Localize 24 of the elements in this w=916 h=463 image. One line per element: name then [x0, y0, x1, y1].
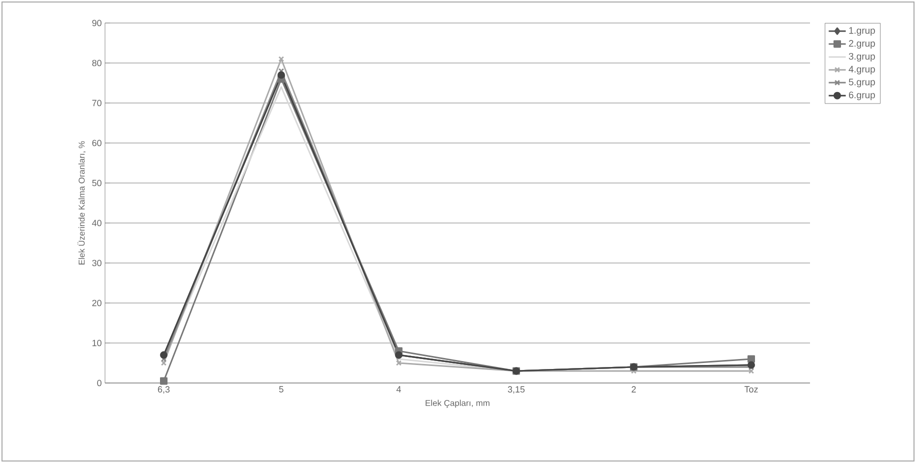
x-tick-label: 4: [396, 386, 401, 392]
y-tick-label: 70: [92, 100, 102, 106]
y-tick-label: 80: [92, 60, 102, 66]
legend-label: 4.grup: [848, 66, 875, 74]
y-tick-label: 60: [92, 140, 102, 146]
x-tick-label: 6,3: [158, 386, 170, 394]
legend-label: 3.grup: [848, 52, 875, 62]
x-tick-label: 3,15: [508, 386, 525, 394]
x-tick-label: 5: [279, 386, 284, 392]
legend-label: 2.grup: [848, 40, 875, 49]
y-tick-label: 20: [92, 300, 102, 306]
y-tick-label: 0: [97, 380, 102, 386]
legend-label: 1.grup: [849, 27, 875, 36]
y-tick-label: 40: [92, 220, 102, 226]
x-axis-title: Elek Çapları, mm: [426, 400, 490, 408]
y-tick-label: 30: [92, 260, 102, 266]
y-axis-title: Elek Üzerinde Kalma Oranları, %: [77, 141, 86, 264]
x-tick-label: 2: [632, 386, 636, 392]
x-tick-label: Toz: [744, 386, 758, 392]
y-tick-label: 50: [92, 180, 102, 186]
legend-label: 5.grup: [848, 78, 875, 88]
y-tick-label: 10: [92, 340, 102, 346]
y-tick-label: 90: [92, 20, 102, 26]
legend-label: 6.grup: [848, 92, 875, 100]
